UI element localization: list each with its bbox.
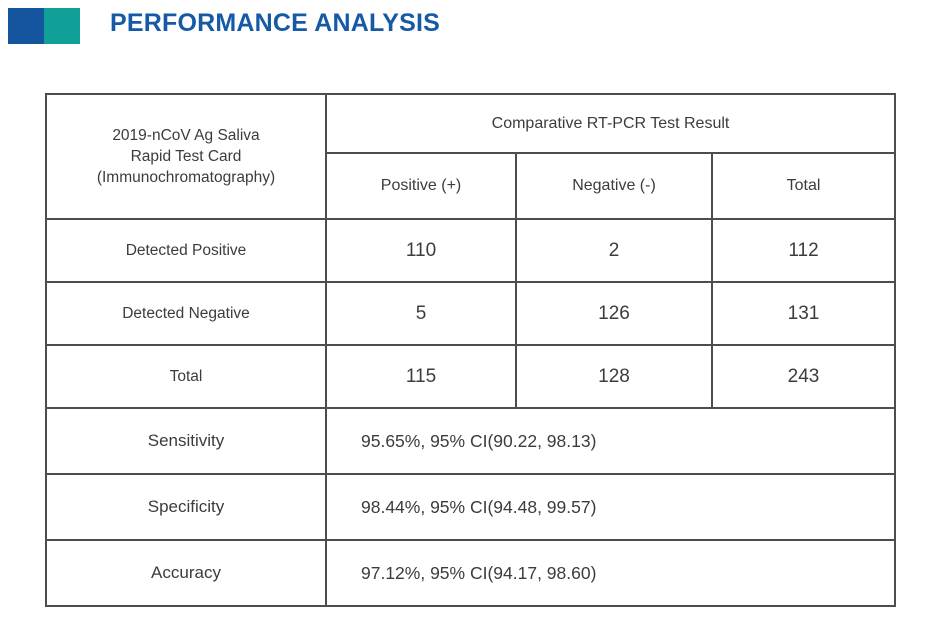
cell-value: 112 bbox=[711, 218, 896, 283]
stat-label: Specificity bbox=[45, 473, 327, 541]
performance-table: 2019-nCoV Ag Saliva Rapid Test Card (Imm… bbox=[45, 93, 896, 607]
cell-value: 5 bbox=[325, 281, 517, 346]
stat-value: 97.12%, 95% CI(94.17, 98.60) bbox=[325, 539, 896, 607]
table-row-detected-negative: Detected Negative 5 126 131 bbox=[45, 281, 896, 346]
stat-label: Accuracy bbox=[45, 539, 327, 607]
corner-header-cell: 2019-nCoV Ag Saliva Rapid Test Card (Imm… bbox=[45, 93, 327, 220]
table-row-detected-positive: Detected Positive 110 2 112 bbox=[45, 218, 896, 283]
table-row-sensitivity: Sensitivity 95.65%, 95% CI(90.22, 98.13) bbox=[45, 407, 896, 475]
cell-value: 128 bbox=[515, 344, 713, 409]
table-row-accuracy: Accuracy 97.12%, 95% CI(94.17, 98.60) bbox=[45, 539, 896, 607]
cell-value: 243 bbox=[711, 344, 896, 409]
stat-value: 98.44%, 95% CI(94.48, 99.57) bbox=[325, 473, 896, 541]
cell-value: 2 bbox=[515, 218, 713, 283]
cell-value: 131 bbox=[711, 281, 896, 346]
column-header-total: Total bbox=[711, 152, 896, 220]
column-header-negative: Negative (-) bbox=[515, 152, 713, 220]
corner-header-line: 2019-nCoV Ag Saliva bbox=[112, 127, 260, 144]
stat-value: 95.65%, 95% CI(90.22, 98.13) bbox=[325, 407, 896, 475]
blue-square-icon bbox=[8, 8, 44, 44]
brand-mark bbox=[8, 8, 80, 44]
page-title: PERFORMANCE ANALYSIS bbox=[110, 9, 440, 37]
table-header-row-1: 2019-nCoV Ag Saliva Rapid Test Card (Imm… bbox=[45, 93, 896, 220]
table-header-row-2: Positive (+) Negative (-) Total bbox=[46, 152, 896, 220]
teal-square-icon bbox=[44, 8, 80, 44]
corner-header-line: Rapid Test Card bbox=[130, 148, 242, 165]
corner-header-line: (Immunochromatography) bbox=[96, 169, 276, 186]
table-row-total: Total 115 128 243 bbox=[45, 344, 896, 409]
row-label: Total bbox=[45, 344, 327, 409]
column-header-positive: Positive (+) bbox=[325, 152, 517, 220]
cell-value: 115 bbox=[325, 344, 517, 409]
row-label: Detected Positive bbox=[45, 218, 327, 283]
cell-value: 110 bbox=[325, 218, 517, 283]
stat-label: Sensitivity bbox=[45, 407, 327, 475]
row-label: Detected Negative bbox=[45, 281, 327, 346]
table-row-specificity: Specificity 98.44%, 95% CI(94.48, 99.57) bbox=[45, 473, 896, 541]
group-header-cell: Comparative RT-PCR Test Result bbox=[325, 93, 896, 154]
cell-value: 126 bbox=[515, 281, 713, 346]
